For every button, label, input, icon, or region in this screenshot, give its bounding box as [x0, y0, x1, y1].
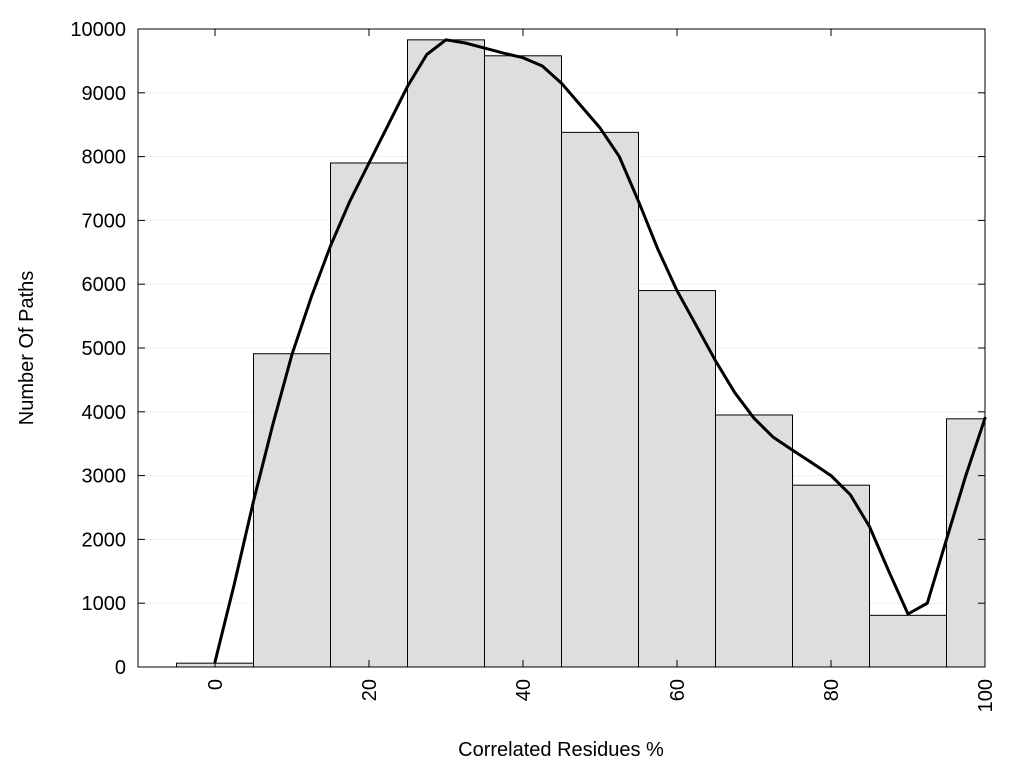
- y-tick-label: 0: [115, 657, 126, 679]
- y-tick-label: 8000: [82, 147, 127, 169]
- histogram-bar: [715, 414, 793, 668]
- histogram-bar: [407, 39, 485, 668]
- y-tick-label: 6000: [82, 274, 127, 296]
- y-tick-label: 2000: [82, 529, 127, 551]
- y-tick-label: 10000: [70, 19, 126, 41]
- density-curve: [213, 38, 987, 664]
- y-tick-label: 5000: [82, 338, 127, 360]
- y-tick-label: 7000: [82, 210, 127, 232]
- x-tick-label: 60: [667, 679, 689, 701]
- histogram-bar: [946, 418, 986, 668]
- y-axis-title: Number Of Paths: [16, 271, 38, 426]
- x-axis-title: Correlated Residues %: [458, 739, 664, 761]
- y-tick-label: 3000: [82, 466, 127, 488]
- y-tick-label: 1000: [82, 593, 127, 615]
- histogram-bar: [792, 484, 870, 668]
- histogram-bar: [330, 162, 408, 668]
- x-tick-label: 20: [359, 679, 381, 701]
- histogram-bar: [869, 614, 947, 668]
- y-tick-label: 9000: [82, 83, 127, 105]
- histogram-bar: [484, 55, 562, 668]
- x-tick-label: 100: [975, 679, 997, 712]
- histogram-bar: [253, 353, 331, 668]
- y-axis-ticks: 0 1000 2000 3000 4000 5000 6000 7000 8000 9000 100…: [70, 19, 985, 679]
- x-axis-ticks: 0 20 40 60 80 100: [205, 29, 997, 712]
- x-tick-label: 40: [513, 679, 535, 701]
- x-tick-label: 0: [205, 679, 227, 690]
- bars: [176, 39, 986, 668]
- histogram-bar: [638, 290, 716, 668]
- x-tick-label: 80: [821, 679, 843, 701]
- y-tick-label: 4000: [82, 402, 127, 424]
- histogram-bar: [561, 131, 639, 668]
